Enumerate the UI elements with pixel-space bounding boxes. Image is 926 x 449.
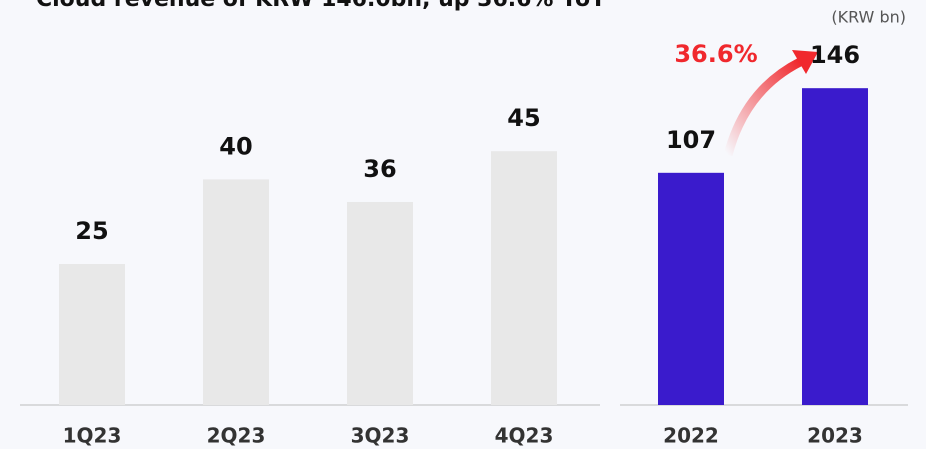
x-tick-label: 3Q23 [351, 424, 410, 448]
bar [59, 264, 125, 405]
growth-label: 36.6% [674, 40, 757, 68]
data-label: 146 [810, 41, 860, 69]
data-label: 107 [666, 126, 716, 154]
data-label: 36 [363, 155, 396, 183]
data-label: 25 [75, 217, 108, 245]
bar [491, 151, 557, 405]
growth-arrow [723, 57, 803, 157]
bar [347, 201, 413, 405]
data-label: 45 [507, 104, 540, 132]
bar [802, 88, 868, 406]
arrow-head [792, 50, 818, 74]
chart-title: Cloud revenue of KRW 146.0bn, up 36.6% Y… [36, 0, 607, 12]
x-tick-label: 2022 [663, 424, 719, 448]
data-label: 40 [219, 132, 252, 160]
x-tick-label: 2023 [807, 424, 863, 448]
unit-label: (KRW bn) [831, 8, 906, 27]
bar [658, 172, 724, 405]
bar [203, 179, 269, 405]
x-tick-label: 2Q23 [207, 424, 266, 448]
x-tick-label: 4Q23 [495, 424, 554, 448]
x-tick-label: 1Q23 [63, 424, 122, 448]
